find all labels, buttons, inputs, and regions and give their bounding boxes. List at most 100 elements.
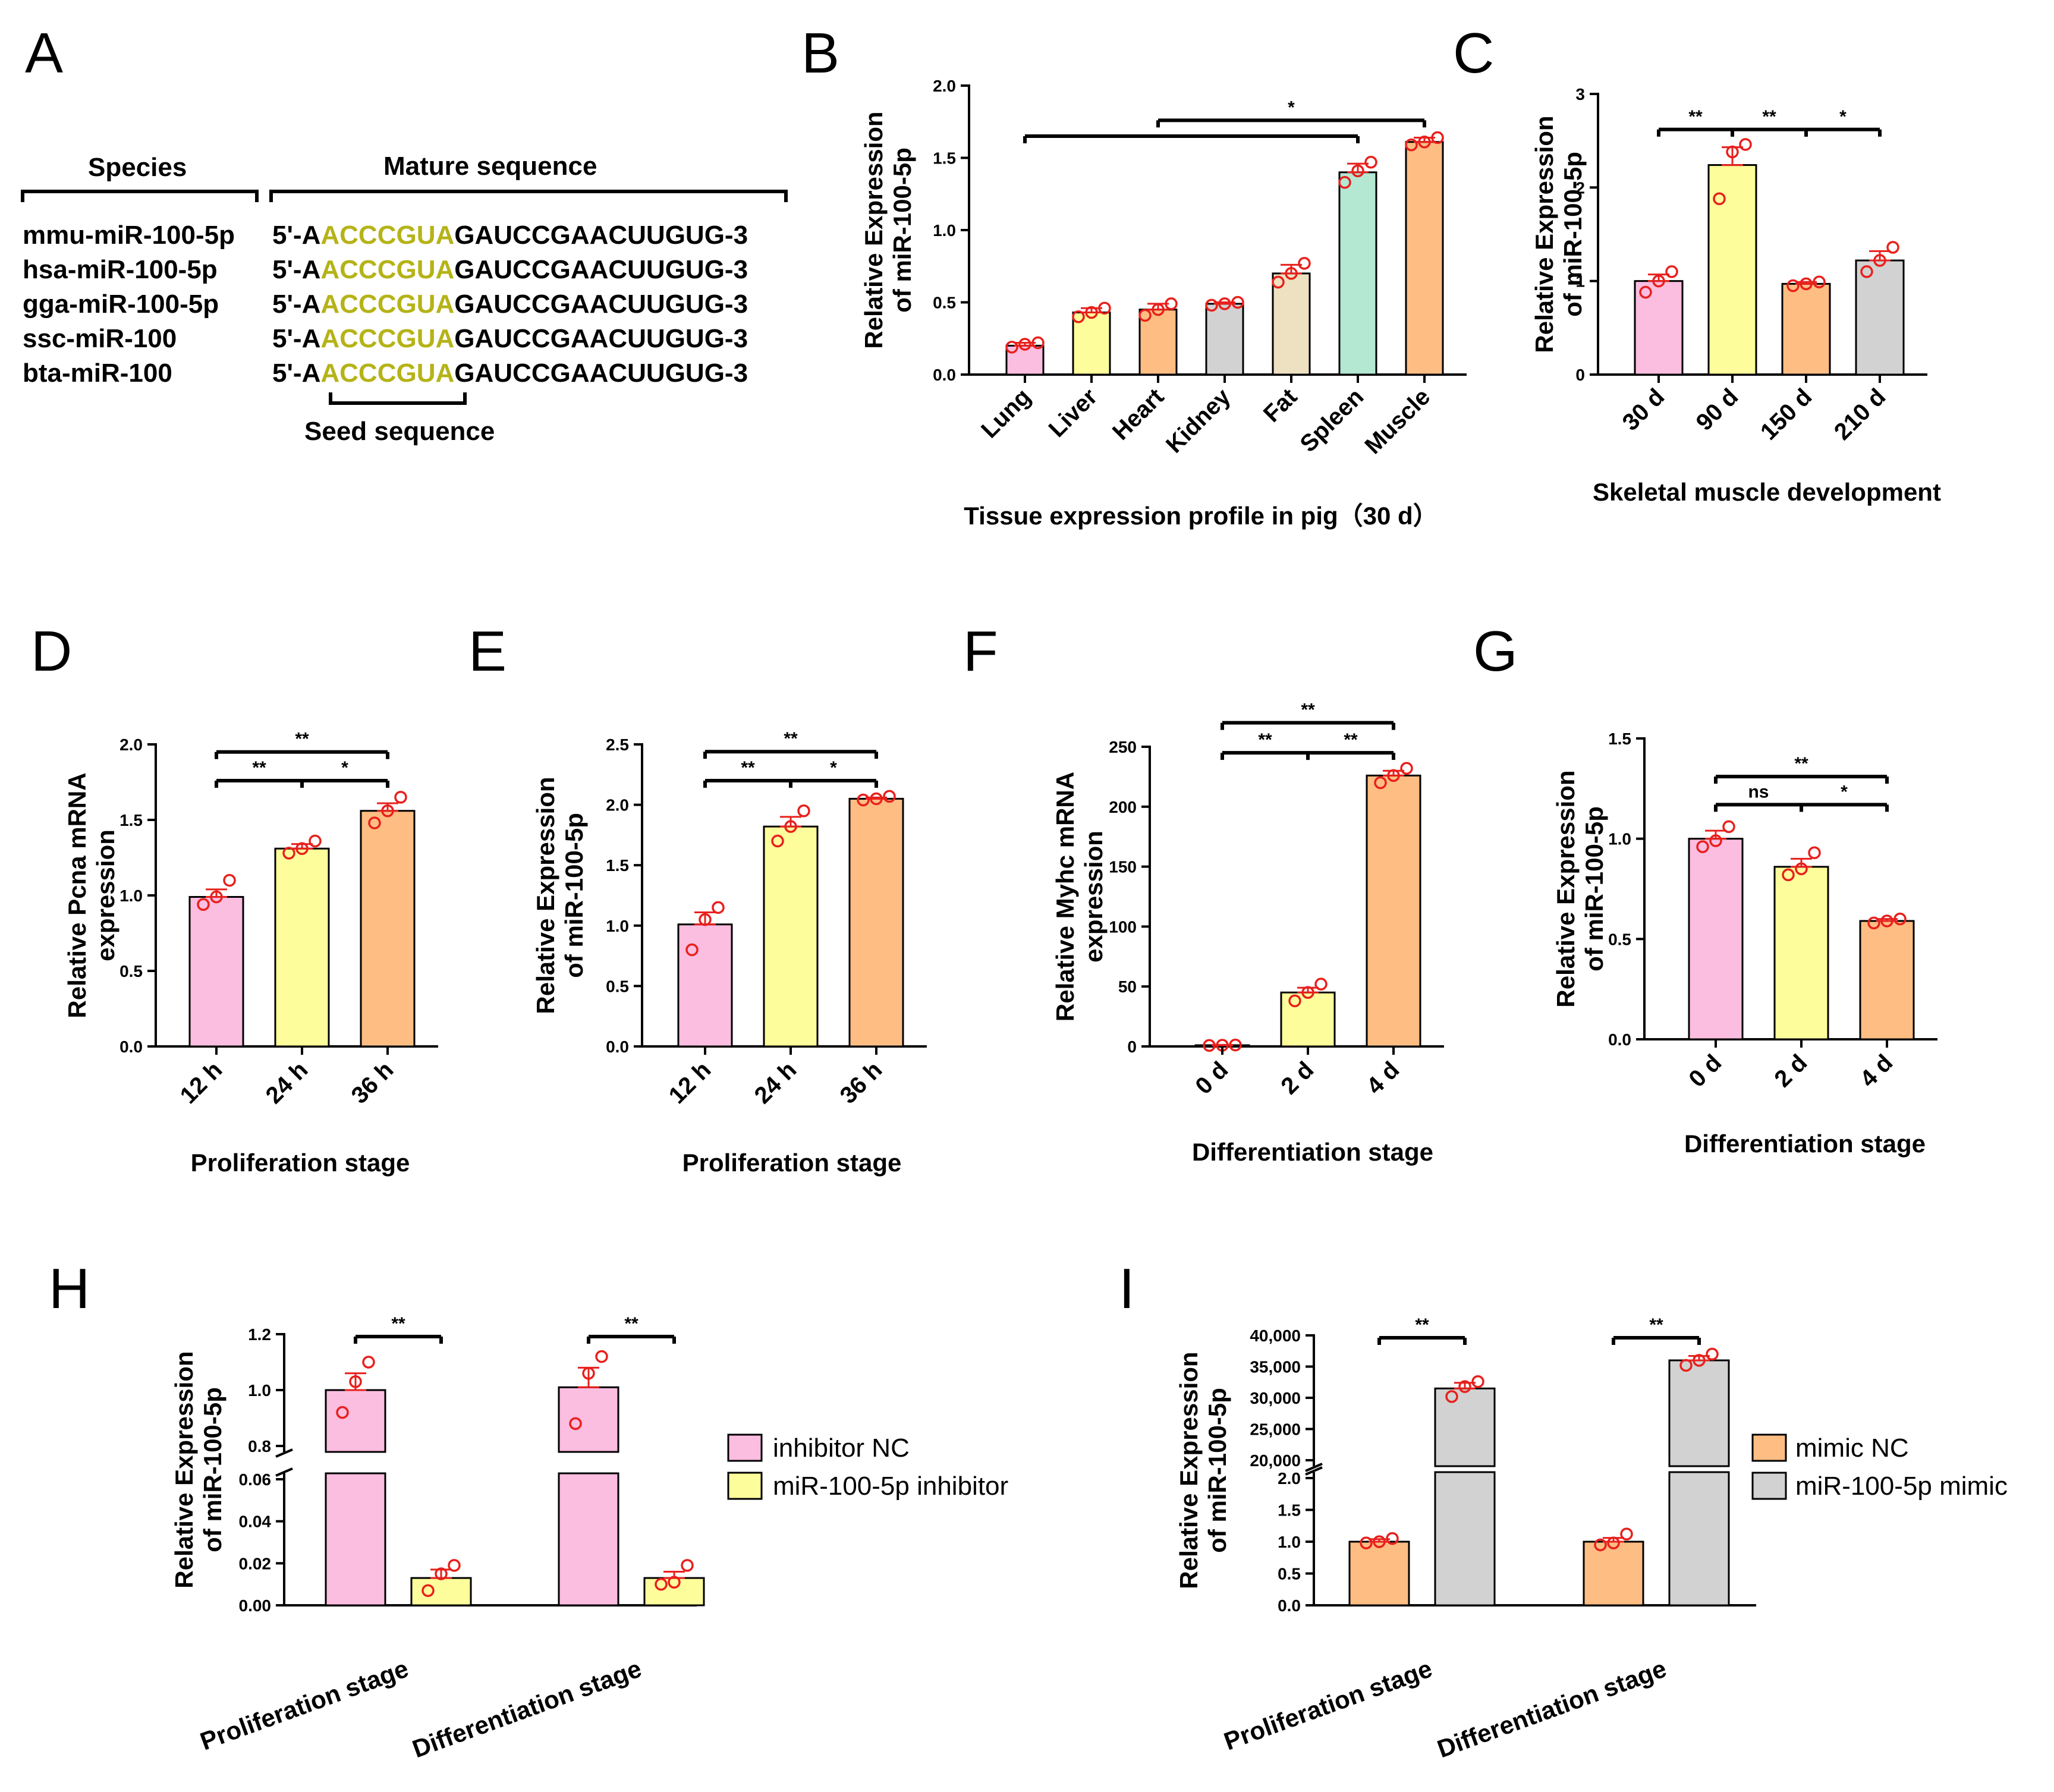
mature-sequence: 5'-AACCCGUAGAUCCGAACUUGUG-3 [272, 359, 748, 388]
y-axis-label-line: Relative Myhc mRNA [1051, 772, 1079, 1021]
x-tick-label: Muscle [1360, 383, 1435, 459]
bar [1272, 272, 1311, 376]
data-point [1795, 862, 1808, 876]
x-tick-label: Liver [1044, 383, 1103, 442]
x-tick-label: 0 d [1684, 1049, 1726, 1092]
y-tick-label: 0.0 [1278, 1596, 1301, 1615]
y-tick-label: 0.8 [248, 1437, 271, 1455]
x-category-label: Differentiation stage [408, 1654, 645, 1763]
significance-label: ** [391, 1314, 405, 1334]
data-point [1005, 341, 1018, 354]
data-point [1808, 846, 1821, 860]
x-tick-label: Spleen [1295, 383, 1369, 457]
data-point [336, 1406, 349, 1419]
x-tick-label: 150 d [1756, 383, 1817, 445]
data-point [1786, 279, 1800, 293]
x-tick-label: 36 h [835, 1057, 888, 1109]
x-tick-label: 30 d [1618, 383, 1670, 436]
panel-letter-a: A [25, 21, 63, 85]
x-axis-label: Proliferation stage [191, 1149, 410, 1177]
data-point [1813, 275, 1826, 288]
bar [1205, 303, 1244, 376]
y-axis-label-line: Relative Expression [170, 1351, 198, 1588]
y-tick-label: 0.0 [119, 1038, 143, 1056]
x-tick-label: 210 d [1829, 383, 1891, 445]
y-tick-label: 0.5 [119, 962, 143, 980]
seed-region: ACCCGUA [320, 255, 454, 284]
y-axis-label-line: of miR-100-5p [888, 147, 916, 313]
y-axis-label-line: Relative Expression [860, 111, 888, 348]
data-point [1301, 986, 1314, 999]
x-tick-label: Fat [1259, 383, 1303, 427]
significance-label: ** [1688, 107, 1703, 127]
sequence-suffix: GAUCCGAACUUGUG-3 [454, 359, 748, 388]
y-tick-label: 0.5 [1608, 930, 1631, 948]
data-point [1386, 1532, 1399, 1545]
sequence-prefix: 5'-A [272, 359, 320, 388]
significance-label: ** [1794, 754, 1808, 774]
x-tick-label: 24 h [261, 1057, 313, 1109]
y-axis-label: Relative Expressionof miR-100-5p [1552, 770, 1608, 1007]
bar [1855, 259, 1905, 376]
x-tick-label: 36 h [347, 1057, 399, 1109]
data-point [1696, 840, 1709, 853]
y-axis-label-line: expression [1080, 831, 1108, 963]
sequence-prefix: 5'-A [272, 324, 320, 353]
bar [1773, 866, 1829, 1040]
bar-lower [1668, 1471, 1730, 1606]
significance-label: ns [1748, 782, 1769, 801]
seed-sequence-label: Seed sequence [304, 417, 495, 446]
y-tick-label: 1.5 [119, 811, 143, 829]
y-axis-label-line: of miR-100-5p [560, 813, 588, 978]
significance-label: ** [1258, 730, 1272, 750]
y-tick-label: 35,000 [1250, 1358, 1301, 1376]
bar [410, 1577, 472, 1606]
x-tick-label: 12 h [664, 1057, 716, 1109]
y-tick-label: 1.0 [1278, 1533, 1301, 1551]
data-point [282, 847, 295, 860]
bar [1405, 141, 1444, 376]
significance-label: ** [1344, 730, 1358, 750]
data-point [422, 1584, 435, 1598]
bar-upper [325, 1389, 386, 1453]
y-tick-label: 1.5 [1608, 730, 1631, 748]
data-point [1405, 138, 1418, 152]
data-point [1867, 916, 1880, 930]
significance-label: * [341, 758, 348, 778]
panel-letter-b: B [801, 21, 839, 85]
bar-lower [325, 1472, 386, 1606]
legend-label-mimic-nc: mimic NC [1795, 1433, 1909, 1463]
sequence-rows: mmu-miR-100-5p 5'-AACCCGUAGAUCCGAACUUGUG-… [23, 221, 748, 388]
x-axis-label: Tissue expression profile in pig（30 d） [964, 502, 1438, 530]
y-axis-label: Relative Myhc mRNAexpression [1051, 772, 1108, 1021]
x-axis-label: Differentiation stage [1192, 1138, 1433, 1166]
data-point [1886, 241, 1899, 254]
data-point [1387, 769, 1400, 782]
data-point [1298, 257, 1311, 270]
data-point [569, 1417, 582, 1431]
y-axis-label-line: Relative Expression [1552, 770, 1580, 1007]
data-point [1722, 820, 1735, 834]
bar [1688, 838, 1744, 1040]
data-point [1418, 136, 1431, 149]
species-name: ssc-miR-100 [23, 324, 177, 353]
data-point [1072, 310, 1085, 323]
data-point [681, 1559, 694, 1572]
bar [360, 810, 416, 1048]
y-tick-label: 30,000 [1250, 1389, 1301, 1407]
y-tick-label: 3 [1575, 85, 1585, 103]
x-tick-label: Heart [1108, 383, 1169, 445]
y-tick-label: 0.02 [239, 1554, 272, 1573]
seed-region: ACCCGUA [320, 324, 454, 353]
data-point [1018, 338, 1031, 351]
x-tick-label: 24 h [750, 1057, 802, 1109]
legend-h: inhibitor NC miR-100-5p inhibitor [727, 1433, 1008, 1501]
y-axis-label-line: of miR-100-5p [1203, 1388, 1231, 1553]
y-axis-label: Relative Expressionof miR-100-5p [860, 111, 916, 348]
chart-panel-e: E 0.0 0.5 1.0 1.5 2.0 2.5 Relative Expressionof… [468, 620, 927, 1177]
data-point [883, 790, 896, 803]
data-point [1400, 762, 1413, 775]
data-point [295, 842, 309, 856]
data-point [1285, 267, 1298, 280]
y-tick-label: 1.0 [606, 917, 629, 935]
